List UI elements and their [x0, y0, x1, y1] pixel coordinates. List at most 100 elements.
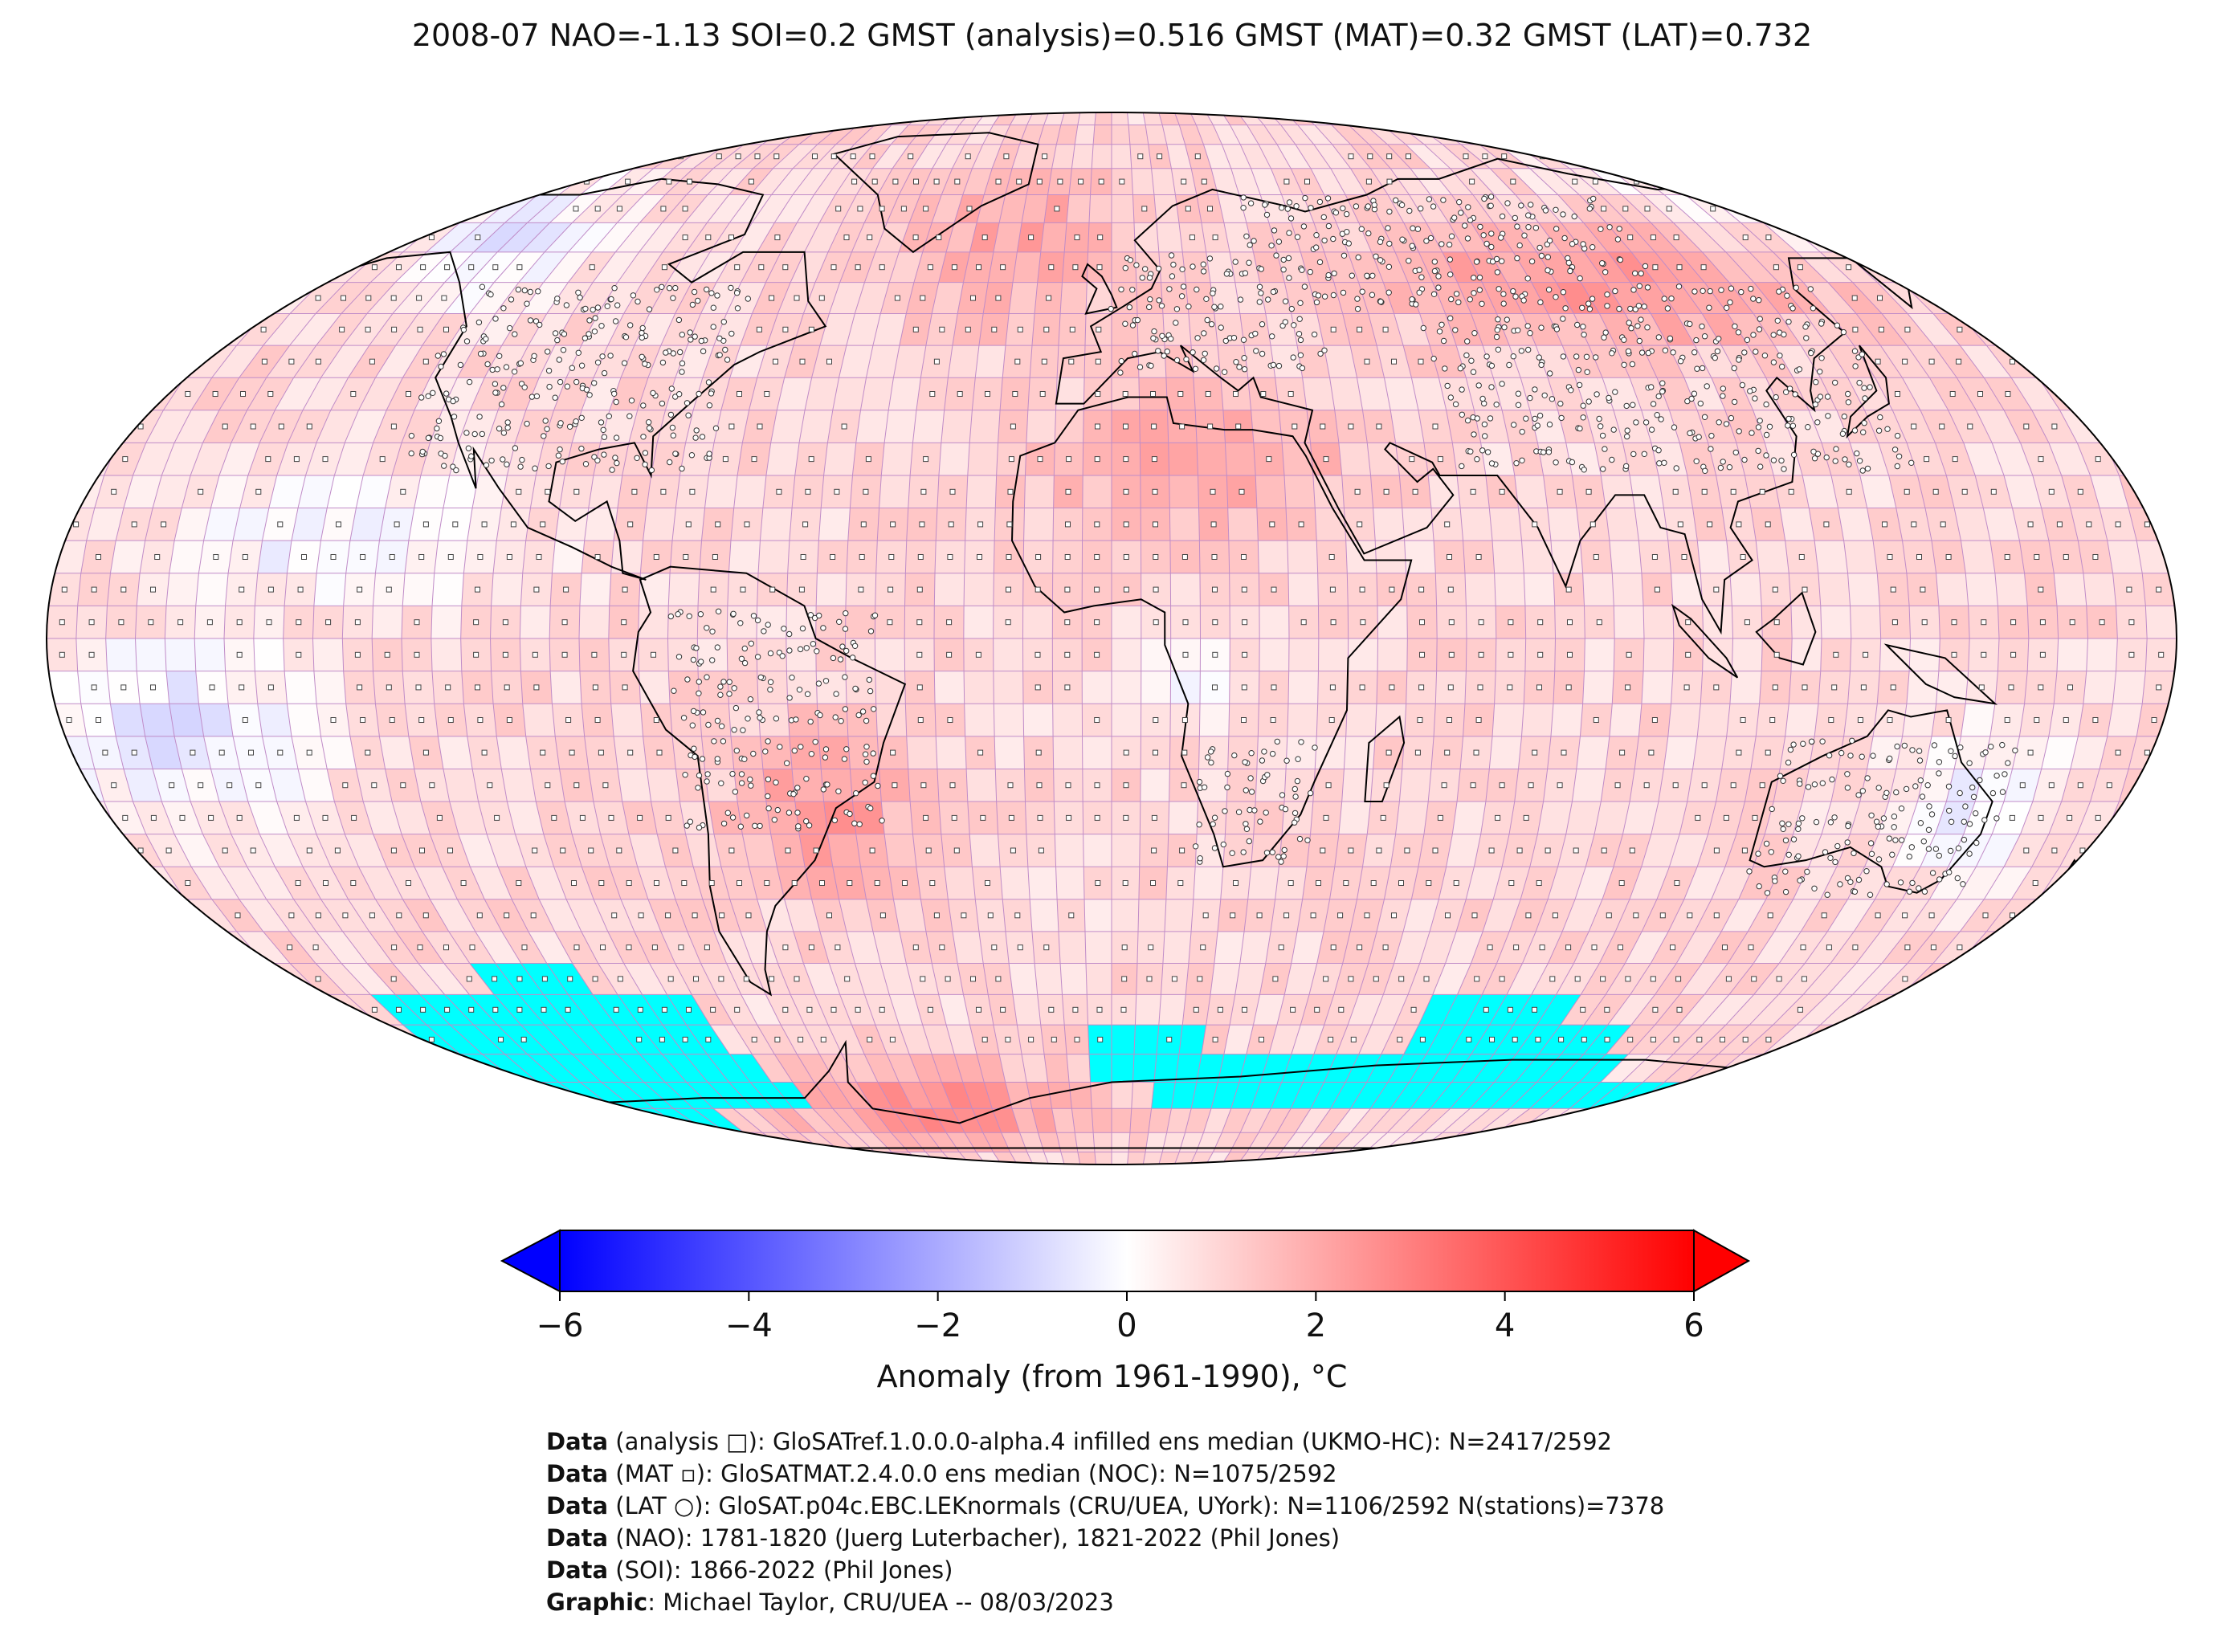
grid-marker — [516, 264, 523, 271]
grid-cell — [1302, 377, 1336, 411]
grid-marker — [1981, 651, 1987, 658]
grid-cell — [2010, 931, 2067, 964]
grid-marker — [428, 1036, 435, 1042]
station-marker — [1668, 296, 1675, 302]
station-marker — [1841, 413, 1848, 420]
station-marker — [1738, 288, 1745, 296]
grid-cell — [1091, 144, 1112, 169]
station-marker — [1966, 821, 1973, 827]
grid-cell — [1642, 606, 1675, 639]
grid-marker — [1483, 1006, 1489, 1013]
grid-marker — [1123, 749, 1129, 756]
grid-marker — [1951, 619, 1957, 626]
grid-marker — [2126, 586, 2132, 593]
grid-cell — [1975, 963, 2037, 995]
grid-marker — [1123, 521, 1129, 528]
grid-marker — [1008, 456, 1014, 463]
station-marker — [1268, 243, 1275, 249]
grid-cell — [1377, 606, 1408, 639]
grid-cell — [667, 671, 700, 704]
grid-marker — [1949, 391, 1956, 397]
grid-cell — [1582, 671, 1614, 704]
station-marker — [679, 360, 686, 367]
grid-marker — [131, 521, 137, 528]
station-marker — [1630, 287, 1637, 293]
grid-marker — [573, 782, 580, 789]
station-marker — [851, 820, 858, 826]
grid-marker — [1065, 521, 1071, 528]
station-marker — [1875, 785, 1882, 791]
station-marker — [1844, 771, 1851, 777]
station-marker — [1936, 759, 1943, 765]
station-marker — [1301, 283, 1308, 290]
grid-marker — [545, 488, 551, 495]
station-marker — [1467, 448, 1474, 455]
grid-cell — [165, 671, 199, 704]
grid-cell — [1619, 1132, 1682, 1152]
station-marker — [1973, 839, 1980, 846]
grid-marker — [1444, 521, 1451, 528]
grid-marker — [154, 358, 160, 365]
station-marker — [738, 771, 745, 777]
grid-cell — [1600, 475, 1635, 508]
grid-marker — [1153, 749, 1158, 756]
grid-cell — [880, 801, 913, 834]
grid-cell — [1111, 1054, 1135, 1083]
grid-cell — [1520, 1152, 1569, 1165]
grid-marker — [1151, 423, 1157, 430]
grid-marker — [2067, 814, 2073, 821]
grid-cell — [1647, 112, 1704, 125]
station-marker — [704, 778, 710, 785]
grid-marker — [342, 782, 349, 789]
station-marker — [679, 332, 685, 338]
station-marker — [1667, 335, 1674, 341]
grid-marker — [2002, 976, 2009, 982]
anomaly-map — [46, 112, 2177, 1165]
station-marker — [803, 776, 810, 782]
grid-marker — [1589, 521, 1596, 528]
station-marker — [1752, 395, 1758, 402]
grid-marker — [1037, 456, 1043, 463]
station-marker — [1785, 422, 1791, 429]
grid-cell — [1111, 194, 1135, 223]
station-marker — [1235, 809, 1243, 815]
grid-marker — [185, 880, 191, 886]
grid-marker — [1095, 391, 1101, 397]
grid-marker — [1977, 391, 1983, 397]
grid-cell — [2086, 638, 2118, 671]
grid-marker — [567, 976, 573, 982]
grid-marker — [892, 782, 898, 789]
station-marker — [517, 463, 524, 470]
grid-cell — [603, 1152, 655, 1165]
grid-marker — [1951, 651, 1957, 658]
station-marker — [1784, 292, 1790, 299]
station-marker — [488, 292, 494, 298]
grid-cell — [1630, 112, 1687, 125]
grid-cell — [639, 671, 671, 704]
station-marker — [1282, 319, 1289, 325]
grid-marker — [1380, 814, 1386, 821]
grid-marker — [946, 619, 953, 626]
grid-marker — [579, 814, 586, 821]
grid-marker — [980, 814, 986, 821]
grid-cell — [1605, 508, 1639, 541]
grid-marker — [1890, 586, 1896, 593]
grid-marker — [520, 1036, 527, 1042]
station-marker — [704, 771, 711, 777]
station-marker — [1589, 296, 1596, 302]
station-marker — [1785, 318, 1792, 325]
station-marker — [1756, 326, 1763, 332]
station-marker — [498, 401, 505, 408]
grid-cell — [593, 144, 653, 169]
station-marker — [1601, 334, 1607, 341]
grid-cell — [1611, 573, 1644, 606]
grid-cell — [1059, 282, 1088, 314]
station-marker — [1479, 395, 1486, 402]
grid-cell — [371, 606, 403, 639]
station-marker — [1222, 337, 1230, 345]
grid-marker — [1675, 976, 1682, 982]
grid-marker — [1891, 619, 1898, 626]
grid-cell — [1625, 1108, 1690, 1133]
grid-cell — [260, 222, 326, 253]
grid-marker — [1773, 651, 1780, 658]
